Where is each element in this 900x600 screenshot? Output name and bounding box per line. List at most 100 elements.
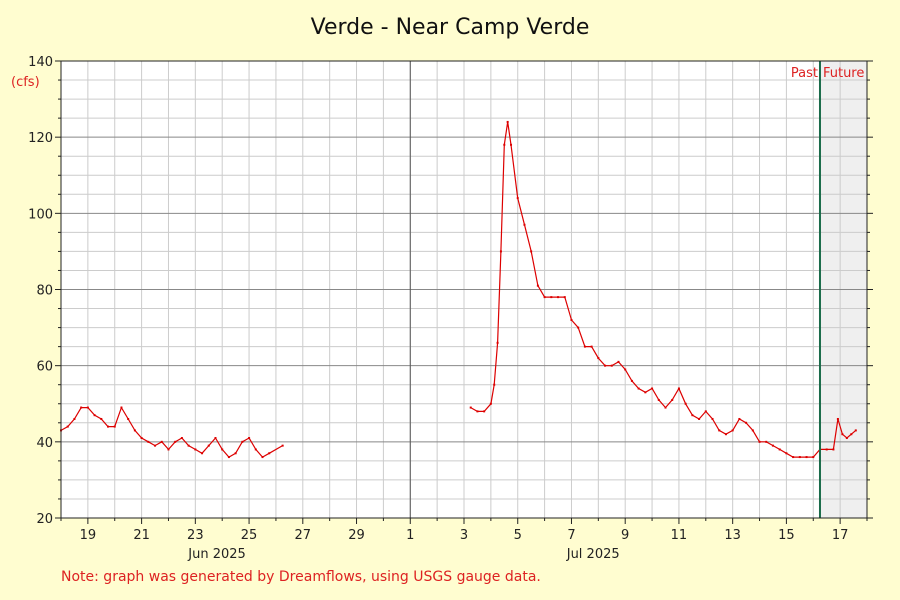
axis-ticks (55, 60, 873, 524)
data-point (113, 425, 116, 428)
data-point (543, 296, 546, 299)
data-point (850, 433, 853, 436)
series-layer (60, 120, 857, 459)
data-point (221, 448, 224, 451)
data-point (825, 448, 828, 451)
data-point (671, 398, 674, 401)
data-point (597, 357, 600, 360)
data-point (127, 417, 130, 420)
y-tick-label: 80 (36, 284, 53, 299)
month-label: Jun 2025 (187, 547, 246, 562)
x-tick-label: 27 (295, 528, 312, 543)
data-point (745, 421, 748, 424)
data-point (624, 368, 627, 371)
data-point (93, 414, 96, 417)
data-point (657, 398, 660, 401)
data-point (73, 417, 76, 420)
x-tick-label: 29 (348, 528, 365, 543)
data-point (254, 448, 257, 451)
y-tick-label: 140 (28, 55, 53, 70)
data-point (207, 444, 210, 447)
data-point (120, 406, 123, 409)
data-point (516, 197, 519, 200)
data-point (140, 437, 143, 440)
x-tick-label: 21 (133, 528, 150, 543)
chart-title: Verde - Near Camp Verde (311, 15, 590, 40)
data-point (570, 318, 573, 321)
data-point (503, 143, 506, 146)
data-point (617, 360, 620, 363)
data-point (651, 387, 654, 390)
data-point (476, 410, 479, 413)
data-point (805, 456, 808, 459)
x-tick-label: 11 (671, 528, 688, 543)
data-point (268, 452, 271, 455)
data-point (107, 425, 110, 428)
y-tick-label: 100 (28, 207, 53, 222)
data-point (248, 437, 251, 440)
data-point (194, 448, 197, 451)
data-point (785, 452, 788, 455)
data-point (854, 429, 857, 432)
data-point (698, 417, 701, 420)
data-point (577, 326, 580, 329)
data-point (201, 452, 204, 455)
data-point (496, 341, 499, 344)
data-point (738, 417, 741, 420)
x-tick-label: 3 (460, 528, 468, 543)
data-point (637, 387, 640, 390)
x-tick-label: 23 (187, 528, 204, 543)
data-point (227, 456, 230, 459)
data-point (557, 296, 560, 299)
data-point (536, 284, 539, 287)
past-label: Past (791, 66, 818, 81)
data-point (711, 417, 714, 420)
data-point (80, 406, 83, 409)
data-point (187, 444, 190, 447)
data-point (664, 406, 667, 409)
data-point (704, 410, 707, 413)
data-point (836, 417, 839, 420)
x-tick-label: 25 (241, 528, 258, 543)
y-tick-label: 40 (36, 436, 53, 451)
y-tick-label: 60 (36, 360, 53, 375)
data-point (66, 425, 69, 428)
data-point (583, 345, 586, 348)
month-label: Jul 2025 (566, 547, 620, 562)
x-tick-label: 13 (724, 528, 741, 543)
data-point (590, 345, 593, 348)
data-point (845, 437, 848, 440)
data-point (604, 364, 607, 367)
data-point (506, 120, 509, 123)
data-point (778, 448, 781, 451)
data-point (812, 456, 815, 459)
data-point (758, 440, 761, 443)
data-point (751, 429, 754, 432)
data-point (133, 429, 136, 432)
data-point (154, 444, 157, 447)
x-tick-label: 1 (406, 528, 414, 543)
future-label: Future (823, 66, 864, 81)
data-point (644, 391, 647, 394)
y-unit-label: (cfs) (11, 75, 40, 90)
y-tick-label: 20 (36, 512, 53, 527)
data-point (677, 387, 680, 390)
data-point (174, 440, 177, 443)
data-point (798, 456, 801, 459)
data-point (241, 440, 244, 443)
footer-note: Note: graph was generated by Dreamflows,… (61, 569, 541, 585)
data-point (160, 440, 163, 443)
data-point (493, 383, 496, 386)
data-point (469, 406, 472, 409)
data-point (832, 448, 835, 451)
data-point (483, 410, 486, 413)
data-point (167, 448, 170, 451)
data-point (86, 406, 89, 409)
data-point (281, 444, 284, 447)
data-point (530, 250, 533, 253)
data-point (691, 414, 694, 417)
data-point (765, 440, 768, 443)
x-tick-label: 5 (514, 528, 522, 543)
data-point (180, 437, 183, 440)
